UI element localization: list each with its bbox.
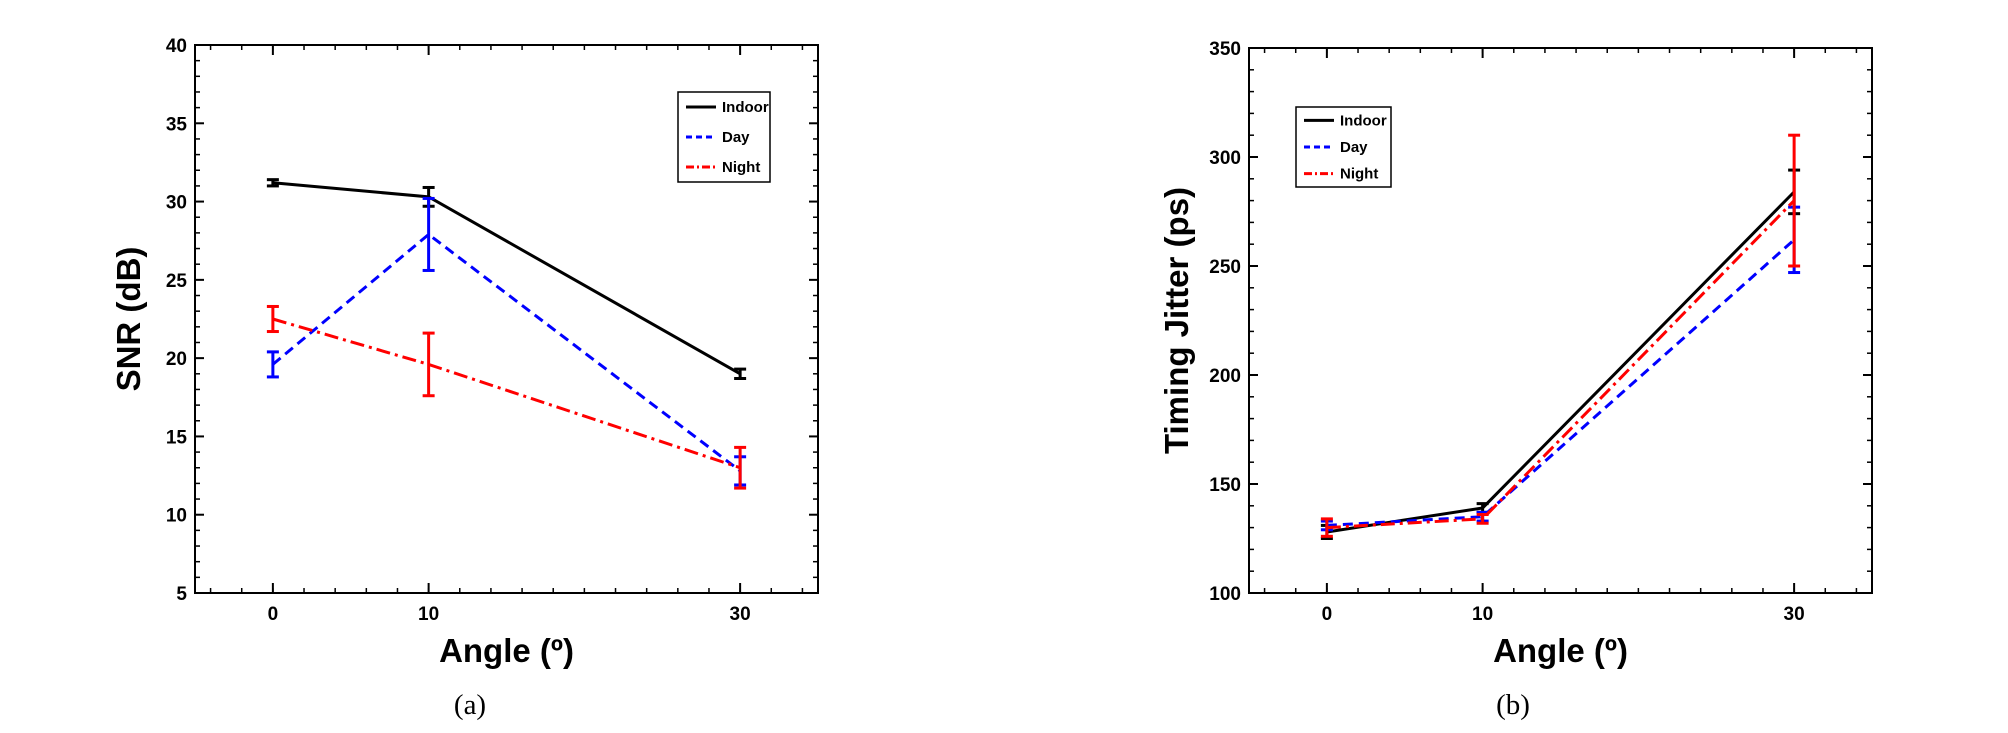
series-line-indoor xyxy=(1326,190,1796,534)
y-tick-label: 20 xyxy=(166,349,187,370)
legend-label-indoor: Indoor xyxy=(722,99,769,116)
x-axis-title: Angle (º) xyxy=(439,632,574,669)
x-tick-label: 0 xyxy=(268,604,279,625)
panel-caption: (a) xyxy=(454,689,486,721)
y-axis-title: SNR (dB) xyxy=(110,247,147,392)
y-tick-label: 25 xyxy=(166,271,188,292)
error-bar-indoor xyxy=(266,178,279,188)
chart-panel-b: 100 150 200 250 300 350 0 10 30 Angle (º) Timing J… xyxy=(1158,39,1873,721)
chart-panel-a: 5 10 15 20 25 30 35 40 0 10 30 Angle (º) SNR (dB) Ind… xyxy=(110,36,819,721)
error-bar-night xyxy=(734,445,747,490)
legend: Indoor Day Night xyxy=(677,91,771,183)
series-line-day xyxy=(271,232,742,473)
error-bar-night xyxy=(422,331,435,398)
legend: Indoor Day Night xyxy=(1295,106,1392,188)
y-tick-label: 100 xyxy=(1209,584,1241,605)
error-bar-night xyxy=(1476,513,1489,525)
y-tick-label: 250 xyxy=(1209,257,1241,278)
legend-label-day: Day xyxy=(722,129,750,146)
series-line-night xyxy=(1326,199,1796,530)
error-bar-day xyxy=(266,350,279,379)
x-tick-label: 10 xyxy=(1472,604,1493,625)
y-tick-label: 350 xyxy=(1209,39,1241,60)
x-tick-label: 30 xyxy=(1784,604,1805,625)
y-tick-label: 15 xyxy=(166,427,188,448)
x-tick-label: 30 xyxy=(730,604,751,625)
x-tick-label: 0 xyxy=(1322,604,1333,625)
y-tick-label: 35 xyxy=(166,114,188,135)
y-tick-label: 200 xyxy=(1209,366,1241,387)
series-line-indoor xyxy=(272,181,741,376)
y-tick-label: 10 xyxy=(166,506,187,527)
error-bar-night xyxy=(1320,517,1333,538)
error-bar-indoor xyxy=(734,367,747,380)
y-tick-label: 300 xyxy=(1209,148,1241,169)
y-tick-label: 5 xyxy=(176,584,187,605)
series-line-night xyxy=(272,317,741,470)
plot-frame xyxy=(194,44,819,594)
error-bar-night xyxy=(266,304,279,334)
x-axis-title: Angle (º) xyxy=(1493,632,1628,669)
legend-label-indoor: Indoor xyxy=(1340,112,1387,129)
plot-frame xyxy=(1248,47,1873,594)
y-tick-label: 40 xyxy=(166,36,187,57)
error-bar-day xyxy=(422,196,435,272)
legend-label-day: Day xyxy=(1340,139,1368,156)
x-tick-label: 10 xyxy=(418,604,439,625)
y-axis-title: Timing Jitter (ps) xyxy=(1158,187,1195,454)
series-line-day xyxy=(1326,238,1796,527)
error-bar-night xyxy=(1788,133,1801,268)
panel-caption: (b) xyxy=(1496,689,1530,721)
legend-label-night: Night xyxy=(1340,166,1378,183)
y-tick-label: 150 xyxy=(1209,475,1241,496)
y-tick-label: 30 xyxy=(166,193,187,214)
legend-label-night: Night xyxy=(722,159,760,176)
